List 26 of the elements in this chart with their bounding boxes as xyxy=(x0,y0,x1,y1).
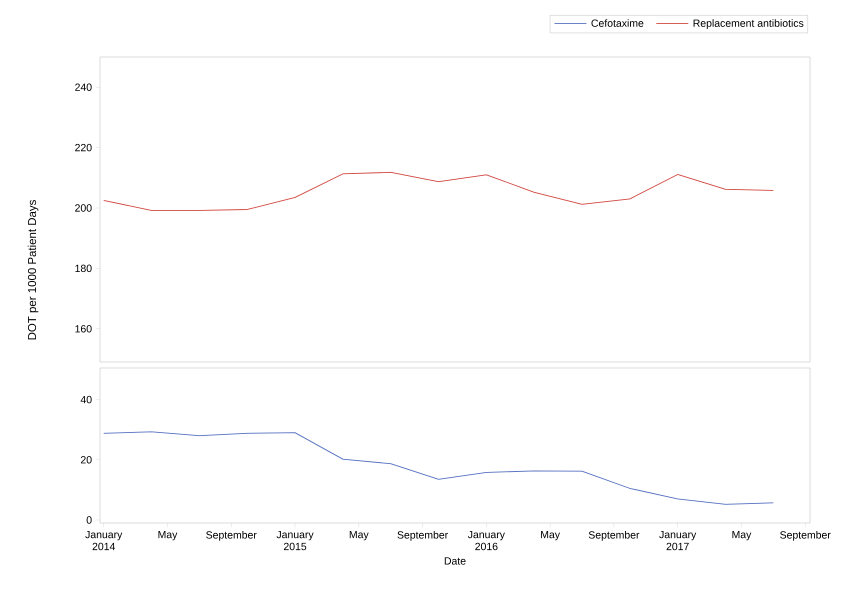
y-tick-label: 240 xyxy=(75,83,92,91)
x-tick-label: May xyxy=(541,530,560,540)
line-series xyxy=(103,431,774,505)
y-tick-label: 40 xyxy=(80,396,92,404)
x-tick-label: May xyxy=(732,530,752,540)
x-tick-label: January 2015 xyxy=(276,530,314,550)
legend-label: Replacement antibiotics xyxy=(694,19,804,29)
y-tick-label: 0 xyxy=(86,516,92,524)
x-axis-title: Date xyxy=(444,557,466,565)
x-tick-label: September xyxy=(780,530,831,541)
y-tick-label: 200 xyxy=(75,204,92,212)
x-tick-label: January 2016 xyxy=(468,530,505,550)
line-series xyxy=(103,172,774,211)
x-tick-label: September xyxy=(206,530,257,541)
x-tick-label: May xyxy=(350,530,369,540)
y-axis-title: DOT per 1000 Patient Days xyxy=(28,200,38,340)
y-tick-label: 20 xyxy=(80,456,92,464)
y-tick-label: 180 xyxy=(75,264,92,272)
legend-label: Cefotaxime xyxy=(591,19,644,27)
x-tick-label: September xyxy=(588,530,640,541)
y-tick-label: 220 xyxy=(75,144,92,152)
x-tick-label: January 2014 xyxy=(85,530,122,550)
x-tick-label: September xyxy=(397,530,448,541)
y-tick-label: 160 xyxy=(75,325,92,332)
x-tick-label: January 2017 xyxy=(659,530,696,550)
x-tick-label: May xyxy=(158,530,178,540)
